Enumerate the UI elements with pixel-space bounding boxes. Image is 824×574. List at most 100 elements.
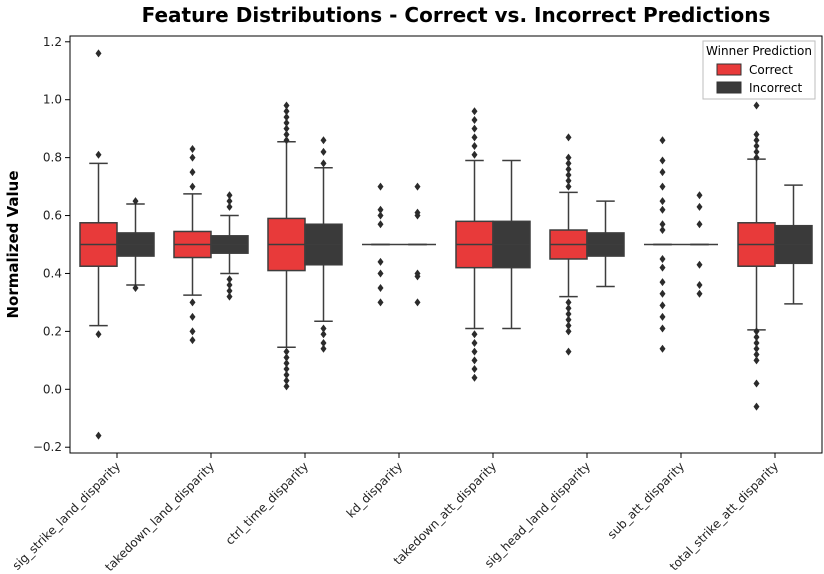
outlier-point (565, 182, 572, 191)
legend-swatch-correct (716, 63, 742, 76)
outlier-point (565, 321, 572, 330)
outlier-point (753, 101, 760, 110)
outlier-point (659, 197, 666, 206)
outlier-point (471, 107, 478, 116)
y-tick-label: 0.0 (43, 382, 62, 396)
outlier-point (132, 197, 139, 206)
outlier-point (471, 150, 478, 159)
outlier-point (189, 168, 196, 177)
plot-area-frame (69, 35, 823, 454)
outlier-point (377, 283, 384, 292)
outlier-point (189, 153, 196, 162)
legend-label-incorrect: Incorrect (749, 81, 802, 95)
outlier-point (565, 176, 572, 185)
outlier-point (471, 124, 478, 133)
outlier-point (283, 107, 290, 116)
outlier-point (283, 359, 290, 368)
y-tick-label: 1.0 (43, 93, 62, 107)
outlier-point (565, 133, 572, 142)
outlier-point (659, 156, 666, 165)
outlier-point (414, 272, 421, 281)
outlier-point (659, 312, 666, 321)
outlier-point (565, 165, 572, 174)
box-plot-marks (79, 49, 813, 440)
outlier-point (283, 376, 290, 385)
outlier-point (696, 281, 703, 290)
outlier-point (565, 327, 572, 336)
legend-title: Winner Prediction (706, 44, 812, 58)
outlier-point (659, 182, 666, 191)
x-tick-label: sub_att_disparity (605, 459, 687, 541)
outlier-point (565, 304, 572, 313)
outlier-point (696, 202, 703, 211)
outlier-point (377, 211, 384, 220)
outlier-point (659, 205, 666, 214)
outlier-point (659, 254, 666, 263)
outlier-point (659, 324, 666, 333)
outlier-point (659, 278, 666, 287)
legend: Winner Prediction Correct Incorrect (702, 40, 816, 100)
outlier-point (471, 356, 478, 365)
outlier-point (226, 275, 233, 284)
x-tick-label: ctrl_time_disparity (223, 459, 311, 547)
outlier-point (320, 324, 327, 333)
outlier-point (283, 365, 290, 374)
y-tick-label: 0.8 (43, 151, 62, 165)
outlier-point (753, 338, 760, 347)
outlier-point (753, 153, 760, 162)
outlier-point (377, 257, 384, 266)
y-axis-label: Normalized Value (4, 170, 22, 318)
outlier-point (320, 330, 327, 339)
outlier-point (320, 344, 327, 353)
outlier-point (283, 347, 290, 356)
outlier-point (95, 49, 102, 58)
x-tick-label: takedown_att_disparity (391, 459, 499, 567)
outlier-point (471, 142, 478, 151)
outlier-point (283, 382, 290, 391)
outlier-point (226, 202, 233, 211)
outlier-point (320, 338, 327, 347)
outlier-point (414, 182, 421, 191)
x-tick-label: takedown_land_disparity (102, 459, 217, 574)
outlier-point (226, 292, 233, 301)
outlier-point (283, 124, 290, 133)
outlier-point (189, 336, 196, 345)
outlier-point (565, 159, 572, 168)
outlier-point (226, 191, 233, 200)
outlier-point (753, 344, 760, 353)
outlier-point (189, 144, 196, 153)
outlier-point (696, 191, 703, 200)
outlier-point (95, 431, 102, 440)
legend-label-correct: Correct (749, 63, 793, 77)
outlier-point (753, 379, 760, 388)
outlier-point (753, 130, 760, 139)
outlier-point (283, 370, 290, 379)
outlier-point (753, 327, 760, 336)
outlier-point (696, 289, 703, 298)
x-axis-ticks: sig_strike_land_disparitytakedown_land_d… (10, 453, 781, 574)
outlier-point (471, 338, 478, 347)
outlier-point (565, 315, 572, 324)
outlier-point (753, 147, 760, 156)
outlier-point (283, 136, 290, 145)
y-tick-label: 0.6 (43, 209, 62, 223)
outlier-point (377, 182, 384, 191)
outlier-point (377, 205, 384, 214)
outlier-point (565, 153, 572, 162)
outlier-point (471, 330, 478, 339)
outlier-point (414, 298, 421, 307)
y-tick-label: −0.2 (33, 440, 62, 454)
outlier-point (659, 263, 666, 272)
y-axis-ticks: −0.2 0.0 0.2 0.4 0.6 0.8 1.0 1.2 (33, 35, 70, 454)
x-tick-label: total_strike_att_disparity (667, 459, 781, 573)
outlier-point (565, 347, 572, 356)
outlier-point (753, 402, 760, 411)
outlier-point (226, 197, 233, 206)
outlier-point (283, 353, 290, 362)
outlier-point (132, 283, 139, 292)
outlier-point (659, 344, 666, 353)
outlier-point (565, 298, 572, 307)
outlier-point (377, 220, 384, 229)
outlier-point (189, 327, 196, 336)
